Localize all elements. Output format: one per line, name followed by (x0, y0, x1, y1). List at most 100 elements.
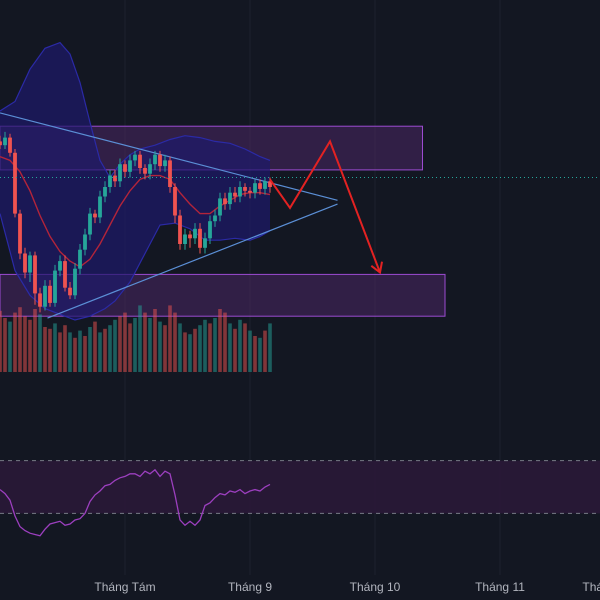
volume-bar-16 (78, 330, 82, 372)
volume-bar-52 (258, 337, 262, 372)
volume-bar-2 (8, 321, 12, 372)
volume-bar-7 (33, 309, 37, 372)
volume-bar-36 (178, 323, 182, 372)
volume-bars (0, 305, 272, 372)
volume-bar-29 (143, 312, 147, 372)
volume-bar-1 (3, 318, 7, 372)
volume-bar-31 (153, 309, 157, 372)
rsi-panel (0, 460, 600, 537)
volume-bar-8 (38, 314, 42, 372)
candle-body-51 (253, 183, 257, 193)
volume-bar-20 (98, 332, 102, 372)
candle-body-24 (118, 164, 122, 182)
volume-bar-40 (198, 325, 202, 372)
candle-body-50 (248, 190, 252, 193)
candle-body-11 (53, 270, 57, 303)
candle-body-13 (63, 261, 67, 288)
candle-body-38 (188, 234, 192, 239)
bollinger-upper-line (0, 41, 271, 179)
volume-bar-35 (173, 312, 177, 372)
volume-bar-45 (223, 312, 227, 372)
candle-body-27 (133, 154, 137, 161)
volume-bar-47 (233, 328, 237, 372)
volume-bar-11 (53, 323, 57, 372)
candle-body-28 (138, 154, 142, 168)
bollinger-lower-line (0, 213, 271, 321)
volume-bar-34 (168, 305, 172, 372)
volume-bar-37 (183, 332, 187, 372)
x-axis-label-4: Tháng Mười hai (582, 580, 600, 594)
candle-body-6 (28, 255, 32, 273)
candle-body-7 (33, 255, 37, 294)
volume-bar-38 (188, 334, 192, 372)
x-axis-label-1: Tháng 9 (228, 580, 272, 594)
candle-body-46 (228, 192, 232, 205)
candle-body-52 (258, 183, 262, 189)
volume-bar-4 (18, 307, 22, 372)
volume-bar-53 (263, 330, 267, 372)
volume-bar-43 (213, 318, 217, 372)
volume-bar-17 (83, 336, 87, 372)
candle-body-54 (268, 181, 272, 187)
candle-body-44 (218, 198, 222, 216)
projection-line (269, 139, 381, 273)
candle-body-18 (88, 213, 92, 235)
candle-body-43 (213, 215, 217, 222)
candle-body-17 (83, 234, 87, 250)
candle-body-10 (48, 285, 52, 303)
candle-body-35 (173, 187, 177, 216)
volume-bar-46 (228, 323, 232, 372)
candle-body-21 (103, 187, 107, 197)
candle-body-41 (203, 238, 207, 248)
projection-path (269, 139, 383, 275)
volume-bar-22 (108, 325, 112, 372)
x-axis-label-2: Tháng 10 (350, 580, 401, 594)
candle-body-14 (68, 287, 72, 296)
volume-bar-3 (13, 312, 17, 372)
volume-bar-0 (0, 310, 2, 372)
candle-body-20 (98, 196, 102, 218)
volume-bar-10 (48, 328, 52, 372)
candle-body-42 (208, 221, 212, 239)
candle-body-40 (198, 228, 202, 248)
volume-bar-42 (208, 323, 212, 372)
volume-bar-13 (63, 325, 67, 372)
candle-body-49 (243, 187, 247, 191)
projection-arrowhead (370, 261, 383, 275)
candle-body-2 (8, 137, 12, 153)
volume-bar-23 (113, 319, 117, 372)
candle-body-47 (233, 192, 237, 197)
bollinger-fill (0, 42, 270, 320)
volume-bar-27 (133, 318, 137, 372)
volume-bar-41 (203, 319, 207, 372)
candle-body-12 (58, 261, 62, 271)
volume-bar-26 (128, 323, 132, 372)
rsi-band-fill (0, 460, 600, 514)
rsi-line (0, 468, 271, 537)
volume-bar-48 (238, 319, 242, 372)
volume-bar-18 (88, 327, 92, 372)
x-axis: Tháng Tám Tháng 9 Tháng 10 Tháng 11 Tháng Mư… (94, 580, 600, 594)
candle-body-16 (78, 249, 82, 269)
candlesticks (0, 131, 272, 313)
x-axis-label-3: Tháng 11 (475, 580, 525, 594)
candle-body-3 (13, 152, 17, 214)
volume-bar-33 (163, 325, 167, 372)
volume-bar-12 (58, 332, 62, 372)
volume-bar-39 (193, 328, 197, 372)
candle-body-39 (193, 228, 197, 239)
volume-bar-32 (158, 321, 162, 372)
volume-bar-44 (218, 309, 222, 372)
volume-bar-14 (68, 332, 72, 372)
candle-body-23 (113, 175, 117, 182)
volume-bar-21 (103, 328, 107, 372)
candle-body-53 (263, 181, 267, 189)
volume-bar-5 (23, 316, 27, 372)
volume-bar-54 (268, 323, 272, 372)
bollinger-bands (0, 41, 271, 321)
candle-body-34 (168, 160, 172, 187)
candle-body-25 (123, 164, 127, 172)
candle-body-22 (108, 175, 112, 187)
volume-bar-19 (93, 321, 97, 372)
